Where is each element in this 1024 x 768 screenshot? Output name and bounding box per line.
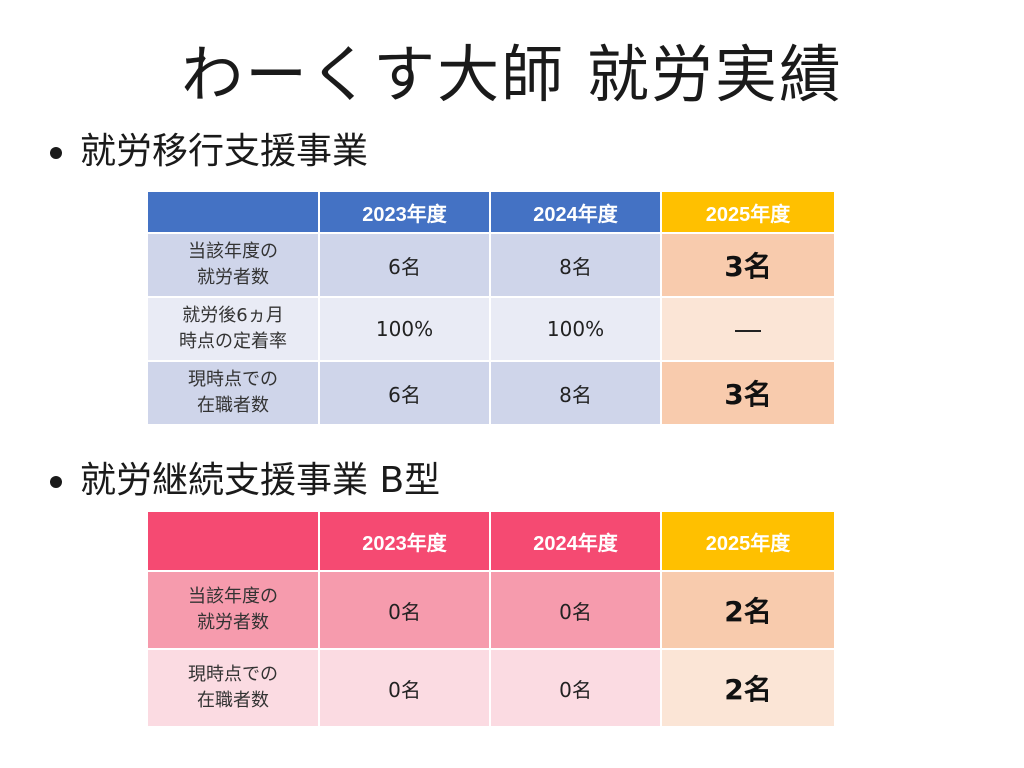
table-row: 当該年度の 就労者数 6名 8名 3名 xyxy=(146,232,836,298)
table-cell: 100% xyxy=(318,296,491,362)
table-header-row: 2023年度 2024年度 2025年度 xyxy=(146,190,836,234)
section-heading-continuous-support-b: 就労継続支援事業 B型 xyxy=(50,459,440,503)
dash-mark xyxy=(735,329,761,332)
table-cell: 0名 xyxy=(318,570,491,650)
table-cell: 0名 xyxy=(489,570,662,650)
section-heading-employment-transition: 就労移行支援事業 xyxy=(50,130,368,174)
table-row: 現時点での 在職者数 0名 0名 2名 xyxy=(146,648,836,728)
table-cell: 8名 xyxy=(489,360,662,426)
table-cell-highlight: 2名 xyxy=(660,648,836,728)
table-cell: 6名 xyxy=(318,360,491,426)
table-cell: 8名 xyxy=(489,232,662,298)
section-heading-text: 就労継続支援事業 B型 xyxy=(80,460,441,501)
table-cell: 0名 xyxy=(489,648,662,728)
table-cell: 6名 xyxy=(318,232,491,298)
table-header-row: 2023年度 2024年度 2025年度 xyxy=(146,510,836,572)
column-header: 2023年度 xyxy=(318,190,491,234)
column-header: 2024年度 xyxy=(489,190,662,234)
table-cell-highlight: 3名 xyxy=(660,360,836,426)
header-corner-cell xyxy=(146,510,320,572)
section-heading-text: 就労移行支援事業 xyxy=(80,131,369,172)
table-cell-highlight: 2名 xyxy=(660,570,836,650)
table-row: 当該年度の 就労者数 0名 0名 2名 xyxy=(146,570,836,650)
column-header-highlight: 2025年度 xyxy=(660,510,836,572)
table-cell-highlight: 3名 xyxy=(660,232,836,298)
column-header: 2024年度 xyxy=(489,510,662,572)
row-label: 現時点での 在職者数 xyxy=(146,360,320,426)
table-cell: 0名 xyxy=(318,648,491,728)
page-title: わーくす大師 就労実績 xyxy=(181,38,843,111)
table-row: 現時点での 在職者数 6名 8名 3名 xyxy=(146,360,836,426)
row-label: 当該年度の 就労者数 xyxy=(146,570,320,650)
row-label: 当該年度の 就労者数 xyxy=(146,232,320,298)
table-row: 就労後6ヵ月 時点の定着率 100% 100% xyxy=(146,296,836,362)
bullet-icon xyxy=(50,147,62,159)
column-header: 2023年度 xyxy=(318,510,491,572)
table-cell: 100% xyxy=(489,296,662,362)
row-label: 就労後6ヵ月 時点の定着率 xyxy=(146,296,320,362)
table-cell-dash xyxy=(660,296,836,362)
row-label: 現時点での 在職者数 xyxy=(146,648,320,728)
bullet-icon xyxy=(50,476,62,488)
column-header-highlight: 2025年度 xyxy=(660,190,836,234)
header-corner-cell xyxy=(146,190,320,234)
employment-transition-table: 2023年度 2024年度 2025年度 当該年度の 就労者数 6名 8名 3名… xyxy=(146,190,836,426)
continuous-support-b-table: 2023年度 2024年度 2025年度 当該年度の 就労者数 0名 0名 2名… xyxy=(146,510,836,728)
